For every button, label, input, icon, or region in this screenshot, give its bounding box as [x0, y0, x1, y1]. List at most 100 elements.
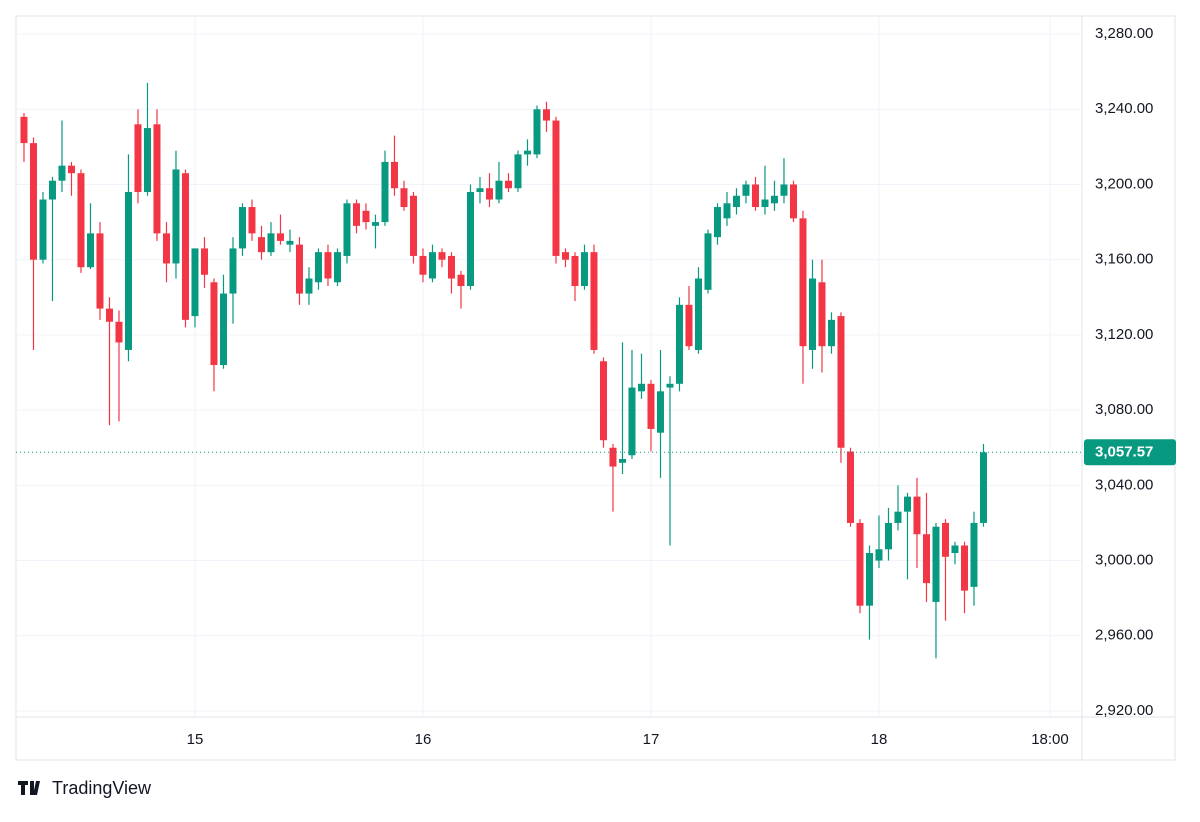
- candle-body: [856, 522, 864, 606]
- candle-body: [257, 237, 265, 253]
- candle-body: [742, 184, 750, 196]
- candle-body: [599, 361, 607, 441]
- candle-body: [105, 308, 113, 322]
- y-tick-label: 3,160.00: [1095, 251, 1153, 268]
- x-tick-label: 18: [871, 731, 888, 748]
- candle-body: [162, 233, 170, 264]
- candle-body: [324, 252, 332, 279]
- y-tick-label: 3,120.00: [1095, 326, 1153, 343]
- candle-body: [352, 203, 360, 226]
- y-tick-label: 3,000.00: [1095, 552, 1153, 569]
- logo-icon: [18, 781, 40, 795]
- candle-body: [761, 199, 769, 208]
- candle-body: [86, 233, 94, 268]
- candle-body: [552, 120, 560, 256]
- y-tick-label: 2,960.00: [1095, 627, 1153, 644]
- y-tick-label: 3,200.00: [1095, 175, 1153, 192]
- candle-body: [514, 154, 522, 189]
- candle-body: [29, 143, 37, 260]
- candle-body: [219, 293, 227, 365]
- y-tick-label: 2,920.00: [1095, 702, 1153, 719]
- candle-body: [894, 511, 902, 523]
- candle-body: [932, 526, 940, 602]
- candle-body: [153, 124, 161, 234]
- candle-body: [647, 383, 655, 429]
- candle-body: [476, 188, 484, 193]
- candle-body: [780, 184, 788, 196]
- candle-body: [903, 496, 911, 512]
- candle-body: [723, 203, 731, 219]
- candle-body: [314, 252, 322, 283]
- candle-body: [447, 255, 455, 279]
- last-price-label: 3,057.57: [1095, 443, 1153, 460]
- candle-body: [77, 173, 85, 268]
- candle-body: [713, 207, 721, 238]
- candle-body: [419, 255, 427, 275]
- x-tick-label: 18:00: [1031, 731, 1069, 748]
- candle-body: [979, 452, 987, 523]
- candle-body: [286, 240, 294, 245]
- candle-body: [533, 109, 541, 155]
- candle-body: [124, 192, 132, 350]
- candle-body: [409, 195, 417, 256]
- candle-body: [951, 545, 959, 554]
- candle-body: [143, 128, 151, 193]
- candle-body: [913, 496, 921, 535]
- candle-body: [875, 549, 883, 561]
- y-tick-label: 3,040.00: [1095, 476, 1153, 493]
- candle-body: [827, 319, 835, 347]
- candle-body: [67, 165, 75, 174]
- candle-body: [248, 207, 256, 234]
- candle-body: [438, 252, 446, 260]
- candle-body: [704, 233, 712, 290]
- candle-body: [48, 180, 56, 200]
- candle-body: [656, 391, 664, 433]
- candle-body: [343, 203, 351, 256]
- x-tick-label: 16: [415, 731, 432, 748]
- last-price-badge: [1084, 439, 1176, 466]
- candle-body: [238, 207, 246, 249]
- candle-body: [618, 459, 626, 463]
- candle-body: [580, 252, 588, 287]
- candle-body: [495, 180, 503, 200]
- candle-body: [457, 274, 465, 287]
- candle-body: [504, 180, 512, 189]
- candle-body: [172, 169, 180, 264]
- candle-body: [276, 233, 284, 241]
- candle-body: [970, 522, 978, 587]
- candle-body: [770, 195, 778, 204]
- candle-body: [637, 383, 645, 392]
- candle-body: [751, 184, 759, 208]
- frame: [15, 15, 1176, 761]
- candle-body: [485, 188, 493, 200]
- candle-body: [305, 278, 313, 294]
- candle-body: [542, 109, 550, 121]
- candle-body: [884, 522, 892, 550]
- candle-body: [561, 252, 569, 260]
- y-tick-label: 3,240.00: [1095, 100, 1153, 117]
- candle-body: [181, 173, 189, 320]
- candle-body: [941, 522, 949, 557]
- candle-body: [96, 233, 104, 309]
- candle-body: [295, 244, 303, 294]
- x-tick-label: 17: [643, 731, 660, 748]
- x-tick-label: 15: [187, 731, 204, 748]
- y-tick-label: 3,080.00: [1095, 401, 1153, 418]
- candle-body: [789, 184, 797, 219]
- candle-body: [818, 282, 826, 347]
- candle-body: [134, 124, 142, 193]
- candle-body: [381, 161, 389, 223]
- candle-body: [799, 218, 807, 347]
- candle-body: [390, 161, 398, 189]
- candle-body: [666, 383, 674, 388]
- candle-body: [808, 278, 816, 350]
- candle-body: [590, 252, 598, 350]
- candle-body: [685, 304, 693, 347]
- candle-body: [865, 553, 873, 606]
- candle-body: [628, 387, 636, 456]
- candle-body: [58, 165, 66, 181]
- candle-body: [191, 248, 199, 317]
- candle-body: [20, 116, 28, 144]
- candle-body: [523, 150, 531, 155]
